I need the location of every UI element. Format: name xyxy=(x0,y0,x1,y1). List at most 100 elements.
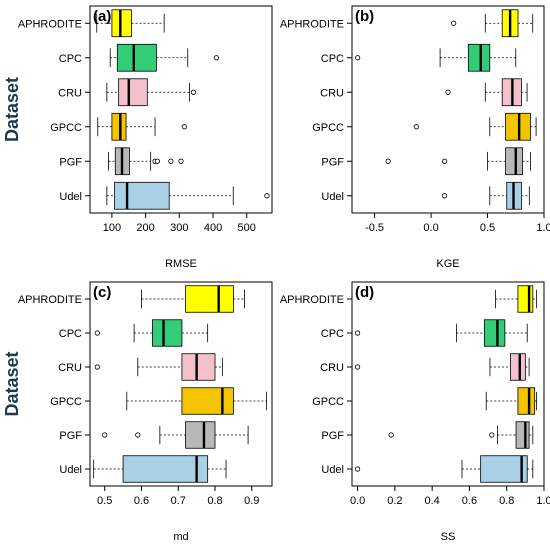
x-tick-label: -0.5 xyxy=(365,222,384,234)
y-tick-label: APHRODITE xyxy=(280,294,344,306)
outlier-point xyxy=(181,124,187,130)
x-tick-label: 100 xyxy=(103,222,121,234)
box-cru xyxy=(354,353,530,381)
iqr-box xyxy=(181,387,234,415)
y-tick-label: CRU xyxy=(320,87,344,99)
x-tick-label: 0.9 xyxy=(244,495,259,507)
outlier-point xyxy=(94,364,100,370)
y-tick-label: CRU xyxy=(320,362,344,374)
box-gpcc xyxy=(485,387,537,415)
panel-b: (b) APHRODITE CPC CRU GPCC PGF Udel -0.5 0.0 0.5 1… xyxy=(280,5,550,270)
x-tick-label: 0.6 xyxy=(462,495,477,507)
y-tick-label: GPCC xyxy=(312,396,344,408)
panel-label: (c) xyxy=(93,284,111,301)
x-axis-label: KGE xyxy=(436,258,459,270)
iqr-box xyxy=(152,319,183,347)
iqr-box xyxy=(116,43,157,72)
y-tick-label: APHRODITE xyxy=(280,18,344,30)
x-tick-label: 0.5 xyxy=(97,495,112,507)
y-tick-label: GPCC xyxy=(50,396,82,408)
box-pgf xyxy=(108,147,184,176)
iqr-box xyxy=(517,387,536,415)
outlier-point xyxy=(388,432,394,438)
y-tick-label: CPC xyxy=(59,328,82,340)
outlier-point xyxy=(442,193,448,199)
x-tick-label: 0.2 xyxy=(387,495,402,507)
outlier-point xyxy=(445,89,451,95)
panel-c: (c) APHRODITE CPC CRU GPCC PGF Udel 0.5 0.6 0.7 0.… xyxy=(2,281,273,543)
x-tick-label: 500 xyxy=(238,222,256,234)
y-tick-label: CPC xyxy=(59,53,82,65)
iqr-box xyxy=(483,319,506,347)
y-axis-title: Dataset xyxy=(2,351,22,416)
outlier-point xyxy=(135,432,141,438)
outlier-point xyxy=(168,158,174,164)
outlier-point xyxy=(264,193,270,199)
iqr-box xyxy=(185,285,234,313)
box-pgf xyxy=(388,421,534,449)
outlier-point xyxy=(413,124,419,130)
y-tick-label: CRU xyxy=(58,362,82,374)
box-udel xyxy=(354,455,534,483)
x-tick-label: 200 xyxy=(136,222,154,234)
x-tick-label: 300 xyxy=(170,222,188,234)
y-tick-label: PGF xyxy=(321,156,344,168)
x-tick-label: 1.0 xyxy=(536,222,550,234)
y-tick-label: Udel xyxy=(321,464,344,476)
box-cru xyxy=(94,353,223,381)
x-axis-label: md xyxy=(173,531,188,543)
panel-label: (a) xyxy=(93,8,111,25)
y-tick-label: PGF xyxy=(59,156,82,168)
box-cpc xyxy=(109,43,219,72)
x-tick-label: 0.4 xyxy=(425,495,440,507)
box-gpcc xyxy=(126,387,267,415)
panel-label: (d) xyxy=(355,284,374,301)
box-pgf xyxy=(385,147,531,176)
box-cpc xyxy=(94,319,209,347)
box-cru xyxy=(445,78,528,107)
iqr-box xyxy=(480,455,528,483)
y-tick-label: PGF xyxy=(59,430,82,442)
plot-frame xyxy=(351,281,545,487)
iqr-box xyxy=(122,455,209,483)
panel-d: (d) APHRODITE CPC CRU GPCC PGF Udel 0.0 0.2 0.4 0.… xyxy=(280,281,550,543)
plot-frame xyxy=(89,5,273,214)
y-tick-label: CRU xyxy=(58,87,82,99)
box-cpc xyxy=(355,43,517,72)
iqr-box xyxy=(111,9,132,38)
x-tick-label: 0.0 xyxy=(350,495,365,507)
x-tick-label: 0.8 xyxy=(207,495,222,507)
outlier-point xyxy=(154,158,161,164)
box-gpcc xyxy=(97,112,187,141)
y-tick-label: APHRODITE xyxy=(18,294,82,306)
outlier-point xyxy=(178,158,184,164)
box-aphrodite xyxy=(141,285,245,313)
panel-label: (b) xyxy=(355,8,374,25)
y-tick-label: PGF xyxy=(321,430,344,442)
iqr-box xyxy=(185,421,216,449)
outlier-point xyxy=(489,432,495,438)
box-cru xyxy=(106,78,197,107)
outlier-point xyxy=(102,432,108,438)
box-cpc xyxy=(354,319,528,347)
plot-frame xyxy=(89,281,273,487)
outlier-point xyxy=(442,158,448,164)
outlier-point xyxy=(451,20,457,26)
iqr-box xyxy=(510,353,526,381)
box-udel xyxy=(93,455,227,483)
x-tick-label: 0.8 xyxy=(499,495,514,507)
x-tick-label: 0.6 xyxy=(134,495,149,507)
x-axis-label: SS xyxy=(441,531,456,543)
box-aphrodite xyxy=(495,285,537,313)
outlier-point xyxy=(385,158,391,164)
y-tick-label: Udel xyxy=(59,464,82,476)
box-aphrodite xyxy=(451,9,534,38)
y-tick-label: GPCC xyxy=(50,122,82,134)
box-pgf xyxy=(102,421,249,449)
outlier-point xyxy=(355,55,361,61)
outlier-point xyxy=(354,364,361,370)
y-tick-label: APHRODITE xyxy=(18,18,82,30)
box-udel xyxy=(106,181,270,210)
box-aphrodite xyxy=(96,9,165,38)
